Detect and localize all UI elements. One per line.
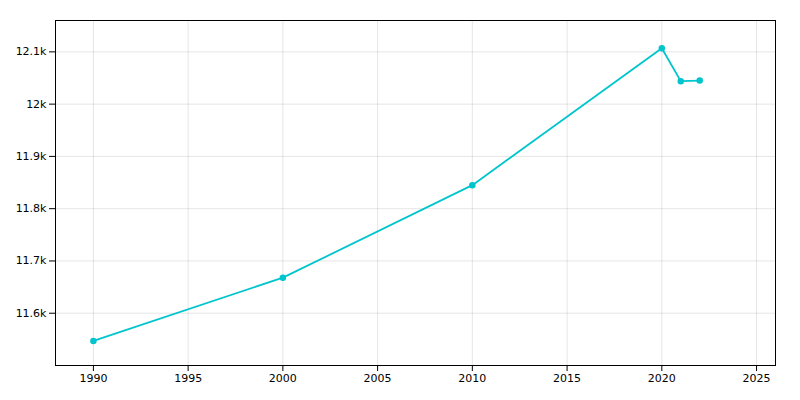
- svg-text:2025: 2025: [743, 372, 771, 385]
- svg-text:11.6k: 11.6k: [16, 307, 47, 320]
- svg-text:2015: 2015: [553, 372, 581, 385]
- svg-text:2000: 2000: [269, 372, 297, 385]
- svg-text:1995: 1995: [174, 372, 202, 385]
- svg-text:11.9k: 11.9k: [16, 150, 47, 163]
- svg-text:12k: 12k: [26, 98, 47, 111]
- svg-text:2010: 2010: [458, 372, 486, 385]
- svg-text:1990: 1990: [79, 372, 107, 385]
- svg-text:2020: 2020: [648, 372, 676, 385]
- svg-text:12.1k: 12.1k: [16, 45, 47, 58]
- svg-text:2005: 2005: [364, 372, 392, 385]
- svg-text:11.8k: 11.8k: [16, 202, 47, 215]
- svg-text:11.7k: 11.7k: [16, 254, 47, 267]
